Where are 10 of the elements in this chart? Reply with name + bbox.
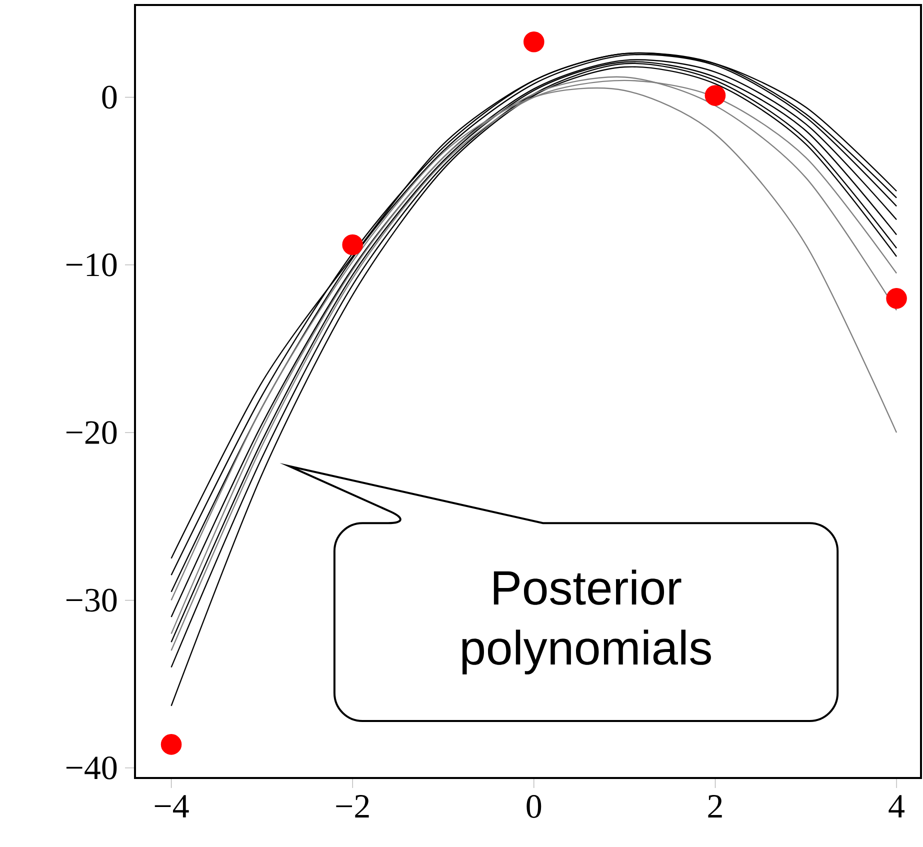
y-tick-label: −20 [66, 421, 117, 444]
y-tick-label: 0 [102, 86, 117, 109]
x-tick-label: −4 [154, 795, 189, 818]
x-tick-label: 2 [708, 795, 722, 818]
x-tick-label: 0 [526, 795, 542, 818]
y-tick-label: −30 [66, 588, 117, 612]
y-tick-label: −10 [66, 253, 117, 276]
x-tick-label: −2 [336, 795, 369, 818]
y-tick-label: −40 [66, 756, 117, 780]
x-tick-label: 4 [888, 795, 904, 818]
